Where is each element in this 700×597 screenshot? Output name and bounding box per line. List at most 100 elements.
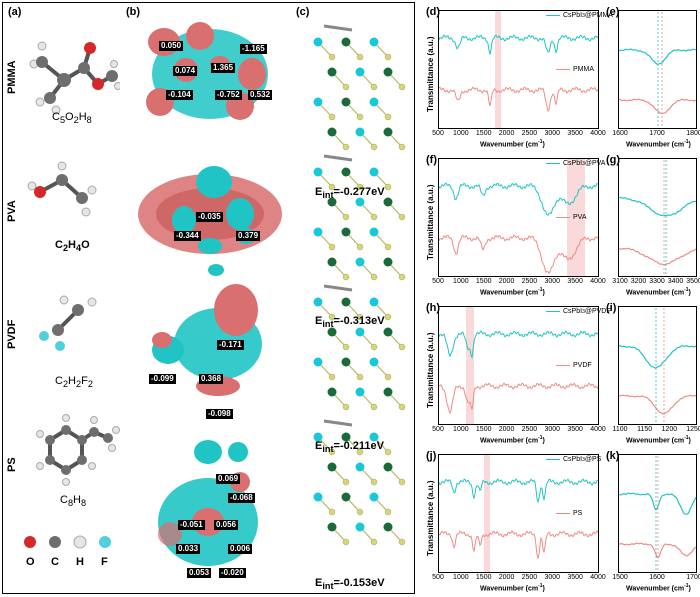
ftir-main-plot-pva — [438, 158, 599, 277]
atom-legend-dots — [24, 535, 111, 549]
pb-atom — [341, 37, 351, 47]
i-atom — [398, 343, 406, 351]
polymer-name-pvdf: PVDF — [6, 319, 18, 349]
plot-frame — [618, 10, 697, 129]
x-tick-label: 2500 — [521, 574, 538, 581]
x-tick-label: 2500 — [521, 130, 538, 137]
cs-atom — [369, 167, 379, 177]
pb-atom — [341, 297, 351, 307]
inset-x-tick-label: 1800 — [686, 130, 700, 137]
composite-spectrum-zoom — [618, 492, 697, 515]
charge-label: 0.050 — [159, 41, 184, 51]
inset-x-tick-label: 1500 — [612, 574, 628, 581]
plot-frame — [438, 158, 599, 277]
pb-atom — [341, 167, 351, 177]
i-atom — [384, 508, 392, 516]
cdd-pva — [138, 166, 282, 254]
inset-x-tick-label: 3400 — [667, 278, 684, 285]
atom-legend-h: H — [76, 556, 84, 568]
x-tick-label: 3000 — [544, 426, 561, 433]
panel-label-a: (a) — [8, 6, 22, 18]
polymer-spectrum — [438, 234, 599, 275]
pb-atom — [341, 432, 351, 442]
cs-atom — [369, 357, 379, 367]
ftir-main-plot-ps — [438, 454, 599, 573]
x-tick-label: 4000 — [590, 574, 606, 581]
legend-swatch — [546, 163, 560, 164]
pb-atom — [341, 227, 351, 237]
legend-swatch — [556, 365, 570, 366]
cs-atom — [355, 522, 365, 532]
x-tick-label: 1500 — [475, 130, 492, 137]
charge-label: -0.068 — [228, 493, 255, 503]
adsorbed-molecule — [323, 154, 353, 162]
i-atom — [370, 213, 378, 221]
charge-label: -0.035 — [196, 212, 223, 222]
plot-frame — [618, 454, 697, 573]
interaction-energy-ps: Eint=-0.153eV — [315, 577, 385, 592]
highlight-band — [484, 455, 490, 573]
charge-label: -0.104 — [166, 90, 193, 100]
crystal-structures — [313, 24, 406, 546]
i-atom — [328, 243, 336, 251]
inset-x-tick-label: 3100 — [612, 278, 628, 285]
pb-atom — [383, 197, 393, 207]
plot-frame — [438, 10, 599, 129]
ftir-main-plot-pmma — [438, 10, 599, 129]
pb-atom — [383, 522, 393, 532]
x-tick-label: 2000 — [498, 574, 515, 581]
atom-legend-o: O — [26, 556, 35, 568]
composite-spectrum-zoom — [618, 344, 697, 369]
formula-pvdf: C2H2F2 — [55, 375, 93, 390]
cs-atom — [355, 197, 365, 207]
cs-atom — [355, 462, 365, 472]
legend-composite: CsPbI 3 @PVDF — [546, 308, 611, 315]
inset-x-tick-label: 1600 — [649, 574, 665, 581]
inset-x-tick-label: 3500 — [686, 278, 700, 285]
legend-swatch — [546, 15, 560, 16]
i-atom — [370, 403, 378, 411]
panel-label-j: (j) — [426, 450, 437, 462]
legend-polymer: PS — [556, 510, 582, 517]
cs-atom — [313, 432, 323, 442]
pb-atom — [327, 522, 337, 532]
inset-x-tick-label: 1250 — [686, 426, 700, 433]
i-atom — [342, 538, 350, 546]
inset-x-tick-label: 1150 — [637, 426, 653, 433]
panel-label-c: (c) — [296, 6, 310, 18]
i-atom — [398, 478, 406, 486]
x-tick-label: 500 — [432, 426, 444, 433]
interaction-energy-pmma: Eint=-0.277eV — [315, 186, 385, 201]
polymer-name-pva: PVA — [6, 200, 18, 222]
cs-atom — [369, 297, 379, 307]
y-axis-label: Transmittance (a.u.) — [426, 332, 435, 408]
legend-polymer: PVA — [556, 214, 587, 221]
x-tick-label: 500 — [432, 278, 444, 285]
formula-pva: C2H4O — [55, 239, 90, 254]
i-atom — [370, 143, 378, 151]
legend-swatch — [546, 311, 560, 312]
ftir-inset-plot-pva — [618, 158, 697, 277]
i-atom — [398, 273, 406, 281]
pb-atom — [383, 67, 393, 77]
polymer-spectrum-zoom — [618, 394, 697, 415]
pb-atom — [341, 492, 351, 502]
panel-label-d: (d) — [426, 6, 441, 18]
polymer-spectrum-zoom — [618, 247, 697, 266]
i-atom — [384, 53, 392, 61]
i-atom — [370, 478, 378, 486]
x-tick-label: 500 — [432, 574, 444, 581]
ftir-inset-plot-pmma — [618, 10, 697, 129]
inset-x-tick-label: 3200 — [630, 278, 647, 285]
cs-atom — [369, 37, 379, 47]
atom-legend-c: C — [51, 556, 59, 568]
panel-label-k: (k) — [606, 450, 620, 462]
molecule-ps — [36, 414, 120, 486]
inset-x-tick-label: 1100 — [612, 426, 628, 433]
interaction-energy-pvdf: Eint=-0.211eV — [315, 440, 384, 455]
charge-label: 0.056 — [214, 520, 239, 530]
charge-label: -1.165 — [240, 44, 267, 54]
adsorbed-molecule — [323, 24, 353, 32]
cs-atom — [355, 327, 365, 337]
i-atom — [370, 83, 378, 91]
